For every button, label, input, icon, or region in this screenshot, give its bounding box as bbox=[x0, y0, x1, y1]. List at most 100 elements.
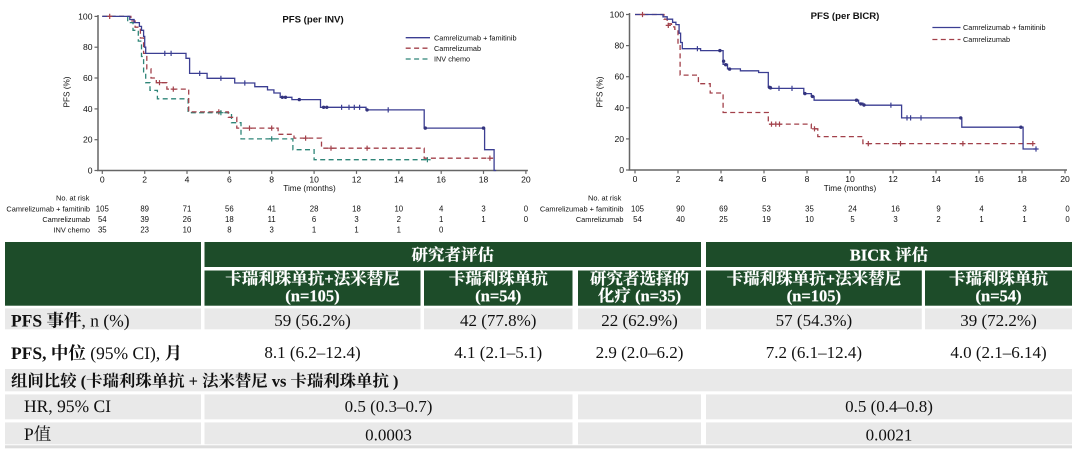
svg-text:26: 26 bbox=[183, 215, 192, 224]
svg-text:3: 3 bbox=[354, 215, 358, 224]
svg-text:18: 18 bbox=[225, 215, 234, 224]
svg-text:60: 60 bbox=[614, 72, 624, 82]
svg-text:10: 10 bbox=[845, 174, 855, 184]
svg-text:18: 18 bbox=[479, 175, 489, 185]
svg-text:INV chemo: INV chemo bbox=[434, 55, 470, 64]
svg-text:6: 6 bbox=[762, 174, 767, 184]
svg-text:42 (77.8%): 42 (77.8%) bbox=[460, 311, 536, 330]
svg-text:1: 1 bbox=[397, 226, 401, 235]
svg-text:4.1 (2.1–5.1): 4.1 (2.1–5.1) bbox=[454, 343, 542, 362]
svg-text:8: 8 bbox=[227, 226, 231, 235]
svg-text:11: 11 bbox=[268, 215, 276, 224]
svg-text:35: 35 bbox=[98, 226, 107, 235]
svg-text:59 (56.2%): 59 (56.2%) bbox=[274, 311, 350, 330]
svg-text:0.0003: 0.0003 bbox=[365, 426, 412, 445]
svg-text:4: 4 bbox=[979, 205, 984, 214]
svg-text:1: 1 bbox=[1022, 215, 1026, 224]
svg-text:0: 0 bbox=[439, 226, 444, 235]
svg-text:Camrelizumab + famitinib: Camrelizumab + famitinib bbox=[540, 205, 624, 214]
svg-text:18: 18 bbox=[1017, 174, 1027, 184]
svg-text:10: 10 bbox=[394, 205, 403, 214]
svg-text:3: 3 bbox=[481, 205, 485, 214]
svg-text:57 (54.3%): 57 (54.3%) bbox=[776, 311, 852, 330]
svg-text:1: 1 bbox=[481, 215, 485, 224]
svg-text:10: 10 bbox=[805, 215, 814, 224]
svg-text:PFS (per INV): PFS (per INV) bbox=[282, 15, 343, 26]
svg-text:20: 20 bbox=[1060, 174, 1070, 184]
svg-text:8: 8 bbox=[269, 175, 274, 185]
svg-text:19: 19 bbox=[762, 215, 771, 224]
svg-text:8.1 (6.2–12.4): 8.1 (6.2–12.4) bbox=[264, 343, 360, 362]
svg-text:54: 54 bbox=[98, 215, 107, 224]
svg-text:Camrelizumab + famitinib: Camrelizumab + famitinib bbox=[963, 23, 1046, 32]
svg-text:3: 3 bbox=[270, 226, 274, 235]
svg-text:16: 16 bbox=[436, 175, 446, 185]
svg-text:18: 18 bbox=[352, 205, 361, 214]
svg-text:0: 0 bbox=[524, 215, 529, 224]
svg-text:0.0021: 0.0021 bbox=[866, 426, 913, 445]
svg-text:14: 14 bbox=[394, 175, 404, 185]
svg-text:4: 4 bbox=[719, 174, 724, 184]
svg-text:22 (62.9%): 22 (62.9%) bbox=[601, 311, 677, 330]
svg-text:Camrelizumab: Camrelizumab bbox=[576, 215, 624, 224]
svg-text:80: 80 bbox=[83, 42, 93, 52]
svg-text:39: 39 bbox=[140, 215, 149, 224]
svg-text:100: 100 bbox=[78, 11, 93, 21]
svg-text:35: 35 bbox=[805, 205, 814, 214]
svg-text:Camrelizumab: Camrelizumab bbox=[434, 44, 481, 53]
svg-text:1: 1 bbox=[354, 226, 358, 235]
svg-text:6: 6 bbox=[227, 175, 232, 185]
svg-text:0: 0 bbox=[88, 166, 93, 176]
svg-text:69: 69 bbox=[719, 205, 728, 214]
svg-text:2: 2 bbox=[142, 175, 147, 185]
svg-text:0.5 (0.4–0.8): 0.5 (0.4–0.8) bbox=[845, 397, 933, 416]
svg-text:10: 10 bbox=[309, 175, 319, 185]
svg-text:2: 2 bbox=[676, 174, 681, 184]
svg-text:0: 0 bbox=[524, 205, 529, 214]
svg-text:0: 0 bbox=[1065, 205, 1070, 214]
svg-text:41: 41 bbox=[267, 205, 276, 214]
svg-text:105: 105 bbox=[96, 205, 110, 214]
svg-text:16: 16 bbox=[974, 174, 984, 184]
svg-text:4: 4 bbox=[185, 175, 190, 185]
svg-text:90: 90 bbox=[676, 205, 685, 214]
svg-text:40: 40 bbox=[83, 104, 93, 114]
svg-text:40: 40 bbox=[614, 103, 624, 113]
svg-text:105: 105 bbox=[631, 205, 645, 214]
svg-text:1: 1 bbox=[312, 226, 316, 235]
svg-text:PFS (per BICR): PFS (per BICR) bbox=[811, 11, 880, 22]
svg-text:INV chemo: INV chemo bbox=[53, 226, 90, 235]
svg-text:71: 71 bbox=[183, 205, 192, 214]
svg-text:60: 60 bbox=[83, 73, 93, 83]
svg-text:0: 0 bbox=[100, 175, 105, 185]
svg-text:3: 3 bbox=[1022, 205, 1026, 214]
svg-text:14: 14 bbox=[931, 174, 941, 184]
svg-text:23: 23 bbox=[140, 226, 149, 235]
svg-text:28: 28 bbox=[310, 205, 319, 214]
svg-text:Camrelizumab: Camrelizumab bbox=[42, 215, 90, 224]
svg-text:No. at risk: No. at risk bbox=[588, 194, 622, 203]
svg-text:0: 0 bbox=[1065, 215, 1070, 224]
svg-text:0: 0 bbox=[619, 165, 624, 175]
svg-text:20: 20 bbox=[83, 135, 93, 145]
svg-text:12: 12 bbox=[352, 175, 362, 185]
svg-text:5: 5 bbox=[850, 215, 855, 224]
svg-text:Time (months): Time (months) bbox=[824, 184, 877, 193]
svg-text:0: 0 bbox=[633, 174, 638, 184]
svg-text:16: 16 bbox=[891, 205, 900, 214]
svg-text:Camrelizumab + famitinib: Camrelizumab + famitinib bbox=[434, 33, 517, 42]
svg-text:Camrelizumab: Camrelizumab bbox=[963, 35, 1010, 44]
svg-text:2.9 (2.0–6.2): 2.9 (2.0–6.2) bbox=[596, 343, 684, 362]
svg-text:53: 53 bbox=[762, 205, 771, 214]
svg-text:PFS (%): PFS (%) bbox=[63, 76, 72, 107]
svg-text:7.2 (6.1–12.4): 7.2 (6.1–12.4) bbox=[766, 343, 862, 362]
svg-text:3: 3 bbox=[893, 215, 897, 224]
svg-text:54: 54 bbox=[633, 215, 642, 224]
svg-text:20: 20 bbox=[614, 134, 624, 144]
svg-text:39 (72.2%): 39 (72.2%) bbox=[960, 311, 1036, 330]
svg-text:80: 80 bbox=[614, 41, 624, 51]
svg-text:4: 4 bbox=[439, 205, 444, 214]
svg-text:20: 20 bbox=[521, 175, 531, 185]
svg-text:10: 10 bbox=[183, 226, 192, 235]
svg-text:100: 100 bbox=[610, 10, 625, 20]
